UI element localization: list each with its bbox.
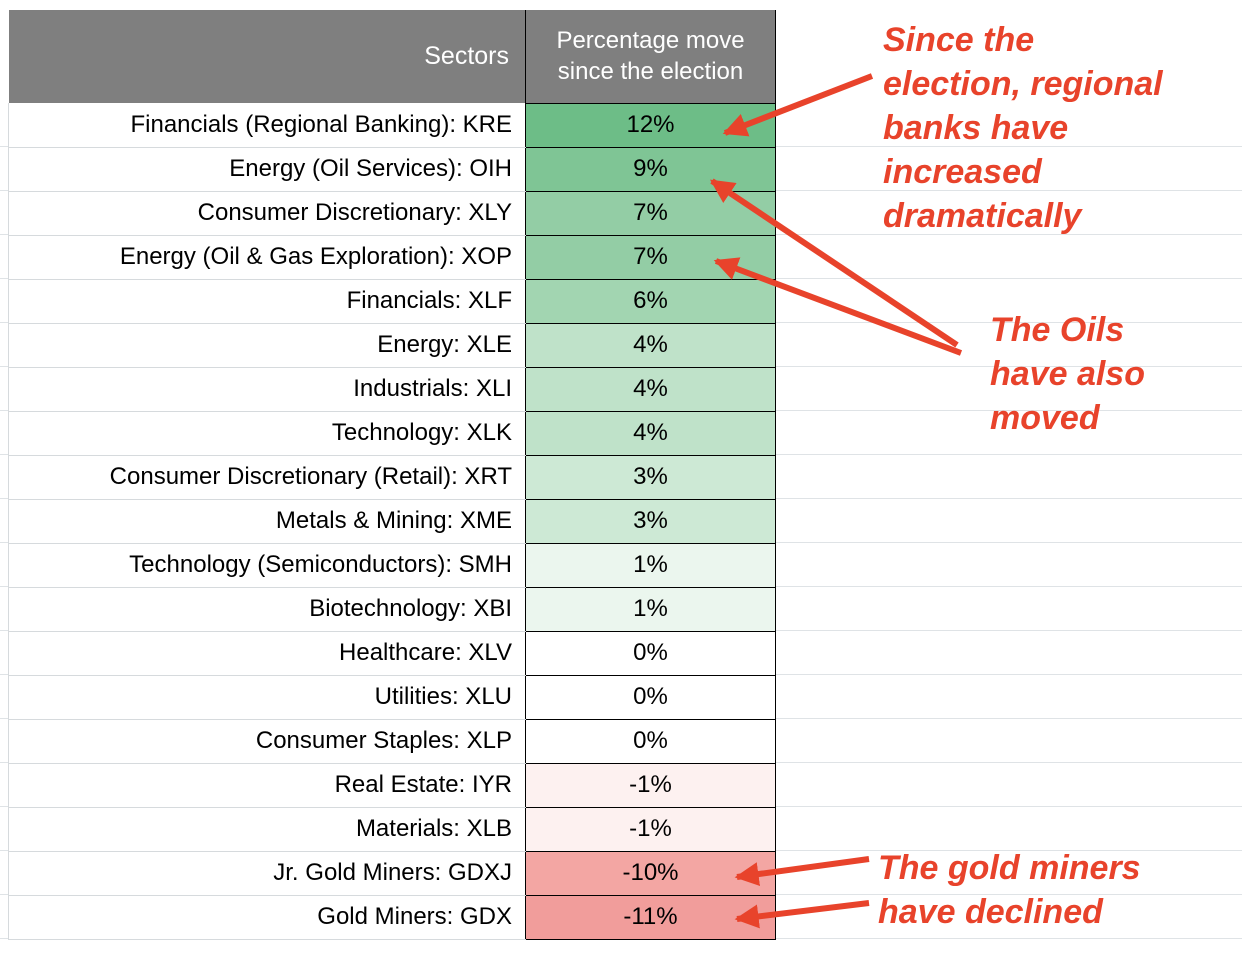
table-row: Consumer Discretionary (Retail): XRT 3%	[8, 454, 776, 500]
sector-cell[interactable]: Metals & Mining: XME	[8, 499, 526, 544]
sector-cell[interactable]: Gold Miners: GDX	[8, 895, 526, 940]
value-cell[interactable]: 4%	[525, 410, 776, 456]
sector-cell[interactable]: Materials: XLB	[8, 807, 526, 852]
sector-cell[interactable]: Energy (Oil & Gas Exploration): XOP	[8, 235, 526, 280]
sector-cell[interactable]: Technology (Semiconductors): SMH	[8, 543, 526, 588]
value-cell[interactable]: 4%	[525, 366, 776, 412]
sector-cell[interactable]: Financials: XLF	[8, 279, 526, 324]
sector-cell[interactable]: Consumer Discretionary (Retail): XRT	[8, 455, 526, 500]
sector-cell[interactable]: Real Estate: IYR	[8, 763, 526, 808]
percentage-header-cell[interactable]: Percentage move since the election	[525, 10, 776, 103]
table-row: Energy (Oil & Gas Exploration): XOP 7%	[8, 234, 776, 280]
table-row: Industrials: XLI 4%	[8, 366, 776, 412]
table-row: Energy (Oil Services): OIH 9%	[8, 146, 776, 192]
sectors-header-cell[interactable]: Sectors	[8, 10, 526, 103]
sector-table: Sectors Percentage move since the electi…	[8, 10, 776, 940]
annotation-oils: The Oils have also moved	[990, 311, 1145, 437]
value-cell[interactable]: 0%	[525, 674, 776, 720]
sector-cell[interactable]: Jr. Gold Miners: GDXJ	[8, 851, 526, 896]
value-cell[interactable]: 4%	[525, 322, 776, 368]
table-row: Technology: XLK 4%	[8, 410, 776, 456]
sector-cell[interactable]: Consumer Discretionary: XLY	[8, 191, 526, 236]
value-cell[interactable]: 12%	[525, 102, 776, 148]
table-row: Consumer Staples: XLP 0%	[8, 718, 776, 764]
value-cell[interactable]: 3%	[525, 454, 776, 500]
sector-cell[interactable]: Technology: XLK	[8, 411, 526, 456]
table-body: Financials (Regional Banking): KRE 12% E…	[8, 102, 776, 940]
table-row: Consumer Discretionary: XLY 7%	[8, 190, 776, 236]
sector-cell[interactable]: Healthcare: XLV	[8, 631, 526, 676]
value-cell[interactable]: 7%	[525, 190, 776, 236]
value-cell[interactable]: -1%	[525, 806, 776, 852]
sector-cell[interactable]: Financials (Regional Banking): KRE	[8, 103, 526, 148]
value-cell[interactable]: 0%	[525, 630, 776, 676]
table-row: Financials: XLF 6%	[8, 278, 776, 324]
annotation-gold-miners: The gold miners have declined	[878, 849, 1141, 931]
value-cell[interactable]: -1%	[525, 762, 776, 808]
value-cell[interactable]: 1%	[525, 586, 776, 632]
value-cell[interactable]: 0%	[525, 718, 776, 764]
table-row: Financials (Regional Banking): KRE 12%	[8, 102, 776, 148]
value-cell[interactable]: -11%	[525, 894, 776, 940]
sector-cell[interactable]: Energy (Oil Services): OIH	[8, 147, 526, 192]
sector-cell[interactable]: Utilities: XLU	[8, 675, 526, 720]
table-row: Materials: XLB -1%	[8, 806, 776, 852]
table-row: Energy: XLE 4%	[8, 322, 776, 368]
table-row: Metals & Mining: XME 3%	[8, 498, 776, 544]
value-cell[interactable]: -10%	[525, 850, 776, 896]
annotation-regional-banks: Since the election, regional banks have …	[883, 21, 1163, 235]
value-cell[interactable]: 6%	[525, 278, 776, 324]
table-row: Technology (Semiconductors): SMH 1%	[8, 542, 776, 588]
table-row: Gold Miners: GDX -11%	[8, 894, 776, 940]
table-row: Real Estate: IYR -1%	[8, 762, 776, 808]
value-cell[interactable]: 1%	[525, 542, 776, 588]
value-cell[interactable]: 3%	[525, 498, 776, 544]
table-row: Utilities: XLU 0%	[8, 674, 776, 720]
table-row: Biotechnology: XBI 1%	[8, 586, 776, 632]
table-row: Jr. Gold Miners: GDXJ -10%	[8, 850, 776, 896]
value-cell[interactable]: 7%	[525, 234, 776, 280]
sector-cell[interactable]: Energy: XLE	[8, 323, 526, 368]
header-row: Sectors Percentage move since the electi…	[8, 10, 776, 103]
sector-cell[interactable]: Biotechnology: XBI	[8, 587, 526, 632]
value-cell[interactable]: 9%	[525, 146, 776, 192]
sector-cell[interactable]: Industrials: XLI	[8, 367, 526, 412]
table-row: Healthcare: XLV 0%	[8, 630, 776, 676]
sector-cell[interactable]: Consumer Staples: XLP	[8, 719, 526, 764]
